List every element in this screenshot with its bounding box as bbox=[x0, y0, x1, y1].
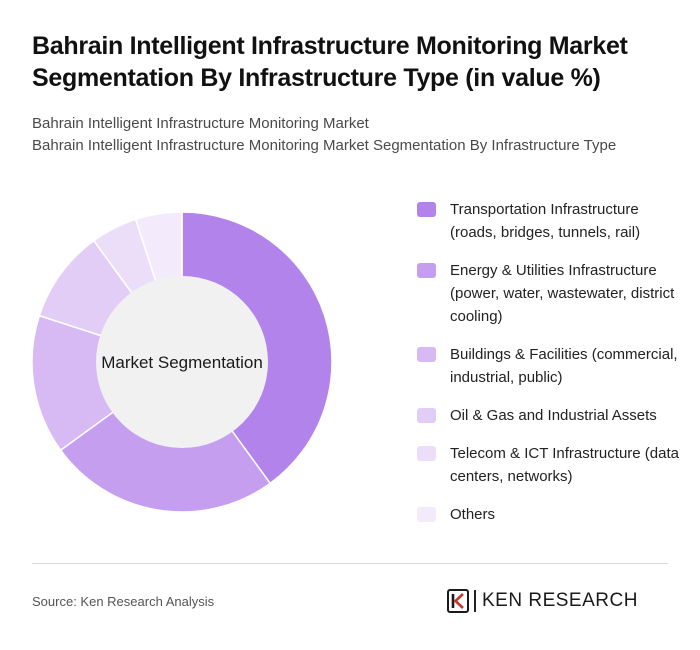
legend-label: Energy & Utilities Infrastructure (power… bbox=[450, 262, 675, 325]
legend-swatch bbox=[417, 347, 436, 362]
legend-label: Telecom & ICT Infrastructure (data cente… bbox=[450, 445, 679, 485]
legend-label: Transportation Infrastructure (roads, br… bbox=[450, 201, 641, 241]
legend-swatch bbox=[417, 202, 436, 217]
legend-item: Oil & Gas and Industrial Assets bbox=[417, 404, 687, 427]
donut-hole bbox=[96, 276, 268, 448]
ken-research-logo-icon bbox=[447, 589, 469, 613]
legend-item: Transportation Infrastructure (roads, br… bbox=[417, 198, 687, 244]
legend-swatch bbox=[417, 507, 436, 522]
legend-label: Oil & Gas and Industrial Assets bbox=[450, 407, 657, 424]
footer-divider bbox=[32, 563, 668, 564]
donut-center-label: Market Segmentation bbox=[101, 353, 263, 372]
source-note: Source: Ken Research Analysis bbox=[32, 594, 215, 609]
legend-swatch bbox=[417, 408, 436, 423]
brand-name: KEN RESEARCH bbox=[482, 590, 638, 611]
chart-legend: Transportation Infrastructure (roads, br… bbox=[417, 198, 687, 541]
legend-item: Telecom & ICT Infrastructure (data cente… bbox=[417, 442, 687, 488]
subtitle-line-1: Bahrain Intelligent Infrastructure Monit… bbox=[32, 115, 369, 132]
legend-item: Others bbox=[417, 503, 687, 526]
legend-label: Others bbox=[450, 506, 496, 523]
donut-chart: Market Segmentation bbox=[31, 211, 333, 513]
legend-swatch bbox=[417, 263, 436, 278]
brand-logo: KEN RESEARCH bbox=[447, 588, 638, 614]
legend-label: Buildings & Facilities (commercial, indu… bbox=[450, 346, 678, 386]
brand-separator bbox=[474, 590, 476, 612]
legend-item: Energy & Utilities Infrastructure (power… bbox=[417, 259, 687, 328]
legend-swatch bbox=[417, 446, 436, 461]
chart-title: Bahrain Intelligent Infrastructure Monit… bbox=[32, 32, 628, 92]
legend-item: Buildings & Facilities (commercial, indu… bbox=[417, 343, 687, 389]
subtitle-line-2: Bahrain Intelligent Infrastructure Monit… bbox=[32, 137, 617, 154]
chart-subtitle: Bahrain Intelligent Infrastructure Monit… bbox=[32, 113, 682, 157]
